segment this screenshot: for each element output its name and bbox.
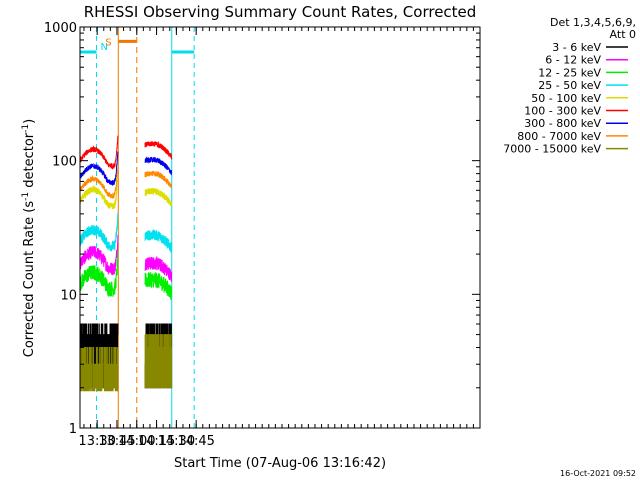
x-axis-label: Start Time (07-Aug-06 13:16:42) xyxy=(174,456,386,471)
night-label-0: N xyxy=(101,42,108,53)
series-1-segment-0 xyxy=(80,235,119,276)
series-1 xyxy=(80,235,173,282)
legend-label-3: 25 - 50 keV xyxy=(538,79,601,92)
series-8-segment-0 xyxy=(80,347,119,392)
plot-frame xyxy=(79,26,481,429)
legend-label-4: 50 - 100 keV xyxy=(531,92,601,105)
legend-label-0: 3 - 6 keV xyxy=(552,41,601,54)
series-4-segment-1 xyxy=(144,187,173,207)
legend-header-line-2: Att 0 xyxy=(610,28,636,41)
x-tick-label-3: 14:15 xyxy=(138,434,175,449)
series-2 xyxy=(80,250,173,300)
legend-label-8: 7000 - 15000 keV xyxy=(503,143,601,156)
y-axis-label: Corrected Count Rate (s-1 detector-1) xyxy=(21,119,37,357)
series-2-segment-0 xyxy=(80,250,119,298)
x-tick-label-2: 14:00 xyxy=(118,434,155,449)
legend-label-5: 100 - 300 keV xyxy=(524,105,601,118)
chart-title: RHESSI Observing Summary Count Rates, Co… xyxy=(84,3,477,21)
legend-label-7: 800 - 7000 keV xyxy=(517,130,601,143)
legend-header-line-1: Det 1,3,4,5,6,9, xyxy=(550,16,636,29)
series-4-segment-0 xyxy=(80,174,119,210)
x-tick-label-4: 14:30 xyxy=(158,434,195,449)
legend-label-1: 6 - 12 keV xyxy=(545,54,601,67)
series-6-segment-1 xyxy=(144,155,173,176)
series-2-segment-1 xyxy=(144,271,173,300)
series-5-segment-1 xyxy=(144,140,173,160)
series-3 xyxy=(80,212,173,253)
series-group xyxy=(80,27,195,428)
x-tick-label-1: 13:45 xyxy=(98,434,135,449)
series-7-segment-0 xyxy=(80,165,119,200)
legend-label-2: 12 - 25 keV xyxy=(538,66,601,79)
x-tick-label-5: 14:45 xyxy=(177,434,214,449)
series-6 xyxy=(80,151,173,186)
series-3-segment-1 xyxy=(144,229,173,253)
y-tick-label-0: 1 xyxy=(69,422,77,437)
timestamp: 16-Oct-2021 09:52 xyxy=(560,469,636,478)
series-1-segment-1 xyxy=(144,255,173,282)
series-8-segment-1 xyxy=(144,334,172,389)
series-7-segment-1 xyxy=(144,170,173,189)
series-4 xyxy=(80,174,173,210)
legend-label-6: 300 - 800 keV xyxy=(524,117,601,130)
x-tick-label-0: 13:30 xyxy=(78,434,115,449)
series-7 xyxy=(80,165,173,200)
series-8 xyxy=(80,334,172,392)
y-tick-label-2: 100 xyxy=(52,155,77,170)
y-tick-label-3: 1000 xyxy=(44,21,77,36)
series-3-segment-0 xyxy=(80,212,119,252)
y-tick-label-1: 10 xyxy=(60,288,77,303)
series-6-segment-0 xyxy=(80,151,119,186)
saa-label-0: S xyxy=(105,37,111,48)
series-5-segment-0 xyxy=(80,135,119,170)
series-5 xyxy=(80,135,173,170)
